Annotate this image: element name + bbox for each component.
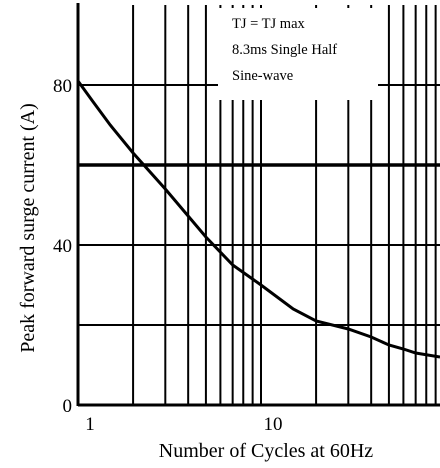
x-axis-title: Number of Cycles at 60Hz [159, 440, 374, 462]
tick-labels: 0 40 80 1 10 [53, 76, 283, 435]
annotation-line-2: 8.3ms Single Half [232, 42, 337, 58]
y-tick-label: 40 [53, 236, 72, 257]
conditions-annotation: TJ = TJ max 8.3ms Single Half Sine-wave [218, 8, 378, 100]
y-axis-title: Peak forward surge current (A) [17, 103, 39, 353]
surge-current-curve [76, 80, 440, 359]
y-tick-label: 0 [63, 396, 73, 417]
x-tick-label: 10 [264, 414, 283, 435]
annotation-line-3: Sine-wave [232, 68, 293, 84]
annotation-background [218, 8, 378, 100]
y-tick-label: 80 [53, 76, 72, 97]
x-tick-label: 1 [85, 414, 95, 435]
annotation-line-1: TJ = TJ max [232, 16, 306, 32]
plot-frame [76, 3, 440, 407]
